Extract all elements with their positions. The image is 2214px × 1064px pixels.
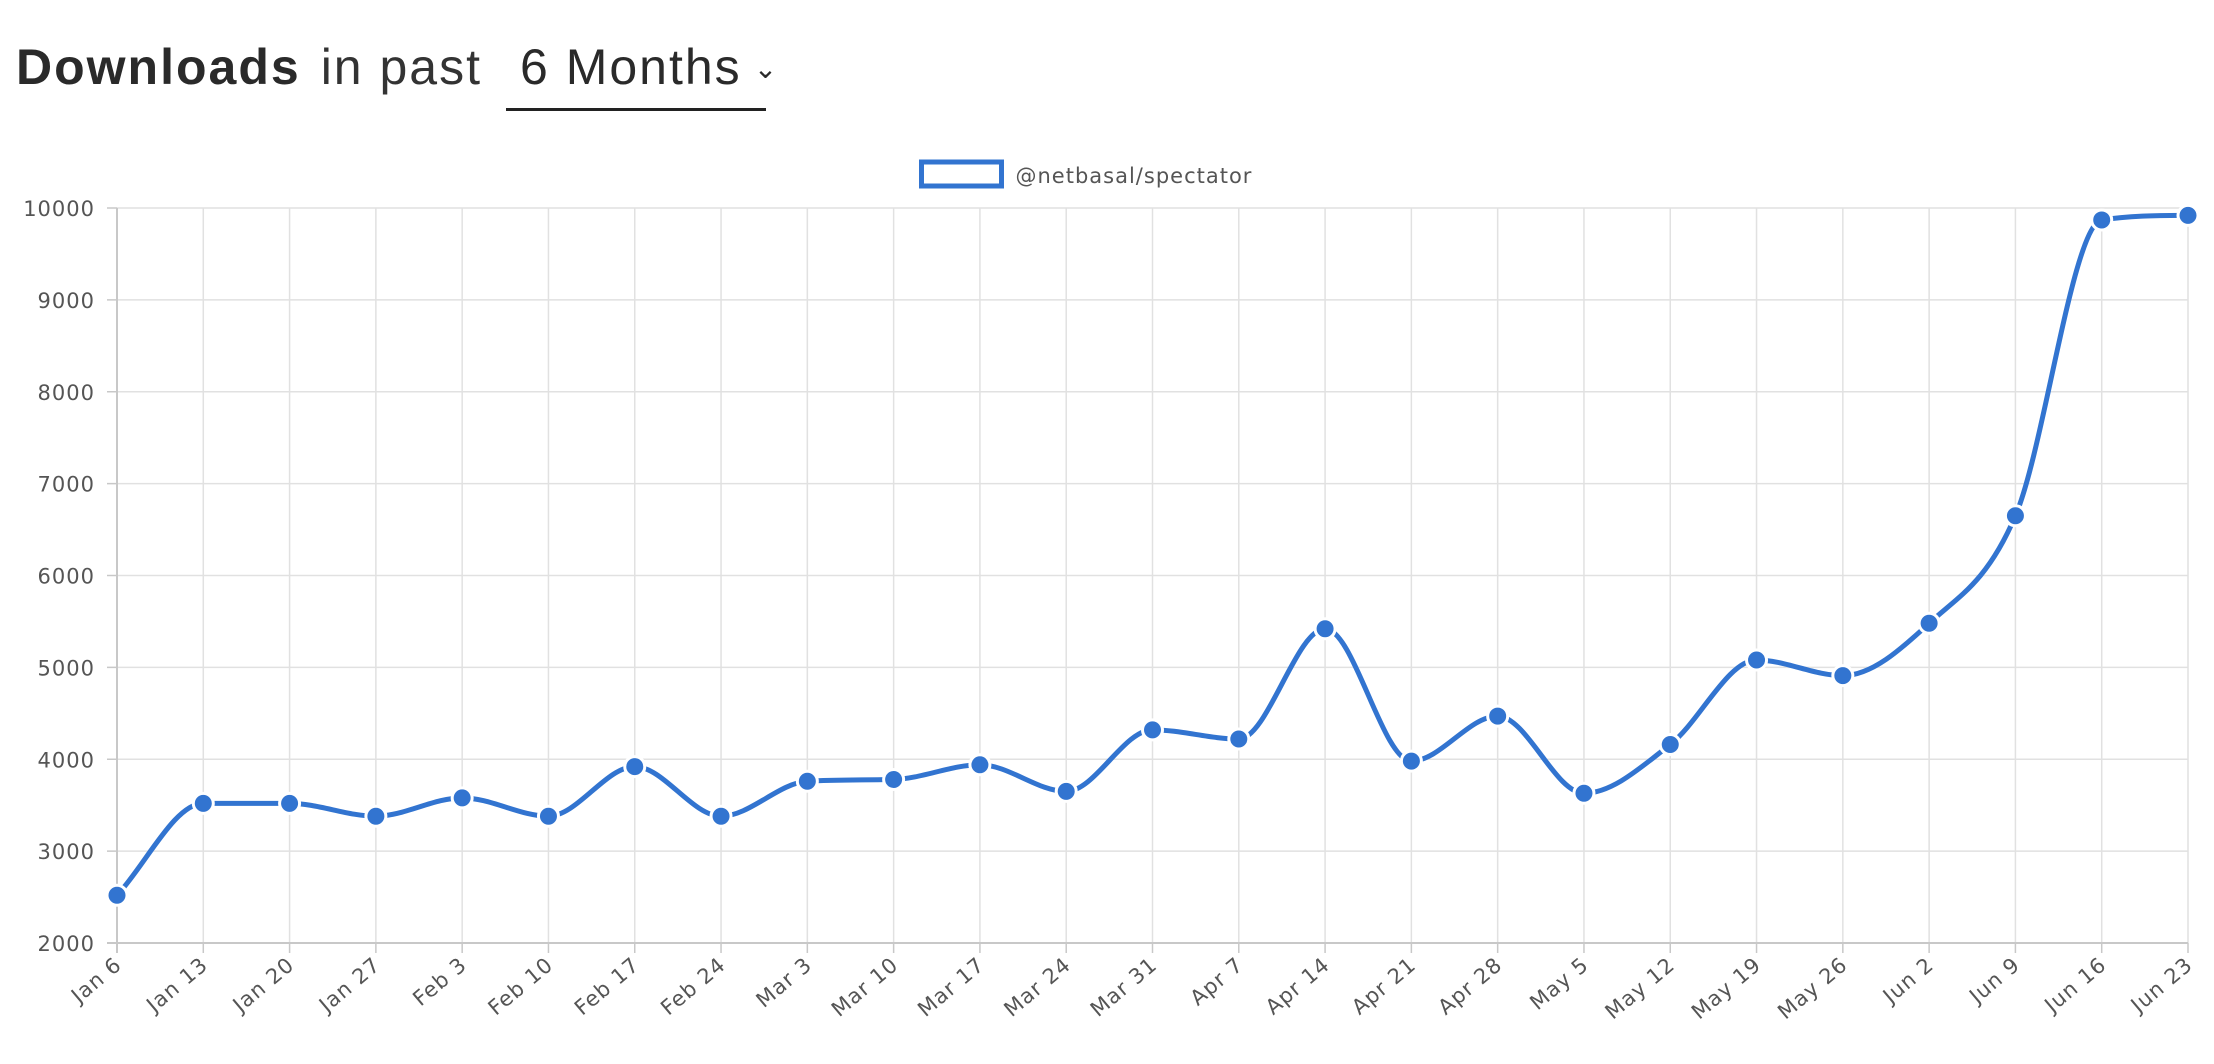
x-tick-label: Apr 14 <box>1261 952 1334 1019</box>
page-title: Downloads <box>16 39 301 95</box>
time-range-value: 6 Months <box>520 39 742 95</box>
data-point[interactable] <box>1399 749 1423 773</box>
x-tick-label: Feb 3 <box>408 952 471 1010</box>
legend-label: @netbasal/spectator <box>1016 164 1253 188</box>
x-tick-label: Jun 16 <box>2039 952 2111 1018</box>
y-tick-label: 7000 <box>38 473 95 497</box>
data-point[interactable] <box>2003 504 2027 528</box>
x-tick-label: May 12 <box>1601 952 1680 1024</box>
data-point[interactable] <box>1227 727 1251 751</box>
data-point[interactable] <box>1658 733 1682 757</box>
data-point[interactable] <box>882 767 906 791</box>
data-point[interactable] <box>1054 779 1078 803</box>
x-tick-label: Jan 27 <box>313 952 385 1018</box>
y-tick-label: 3000 <box>38 840 95 864</box>
data-point[interactable] <box>364 804 388 828</box>
x-tick-label: Jan 6 <box>65 952 126 1009</box>
y-tick-label: 6000 <box>38 565 95 589</box>
y-tick-label: 8000 <box>38 381 95 405</box>
x-tick-label: Apr 28 <box>1433 952 1506 1019</box>
data-point[interactable] <box>623 755 647 779</box>
data-point[interactable] <box>1572 781 1596 805</box>
legend[interactable]: @netbasal/spectator <box>919 159 1253 189</box>
x-tick-label: Mar 31 <box>1086 952 1162 1021</box>
data-point[interactable] <box>709 804 733 828</box>
axes: 2000 3000 4000 5000 6000 7000 8000 9000 10000 Jan… <box>23 197 2197 1024</box>
data-point[interactable] <box>191 791 215 815</box>
x-tick-label: Jun 9 <box>1963 952 2024 1009</box>
data-point[interactable] <box>450 786 474 810</box>
x-tick-label: Jan 13 <box>141 952 213 1018</box>
x-tick-label: Mar 3 <box>752 952 817 1012</box>
legend-swatch <box>919 159 1004 189</box>
data-point[interactable] <box>1486 704 1510 728</box>
x-tick-label: Mar 17 <box>913 952 989 1021</box>
data-point[interactable] <box>795 769 819 793</box>
x-tick-label: May 19 <box>1687 952 1766 1024</box>
data-point[interactable] <box>968 753 992 777</box>
data-point[interactable] <box>1917 611 1941 635</box>
data-point[interactable] <box>2090 208 2114 232</box>
title-suffix: in past <box>320 39 483 95</box>
x-tick-label: Jun 2 <box>1877 952 1938 1009</box>
data-point[interactable] <box>278 791 302 815</box>
time-range-dropdown[interactable]: 6 Months ⌄ <box>506 38 777 111</box>
y-tick-label: 10000 <box>23 197 95 221</box>
x-tick-label: May 5 <box>1525 952 1593 1014</box>
x-tick-label: Mar 10 <box>827 952 903 1021</box>
data-point[interactable] <box>105 883 129 907</box>
x-tick-label: May 26 <box>1773 952 1852 1024</box>
x-tick-label: Feb 10 <box>484 952 558 1020</box>
series-layer <box>105 203 2200 907</box>
x-tick-label: Apr 21 <box>1347 952 1420 1019</box>
x-tick-label: Apr 7 <box>1186 952 1248 1010</box>
y-tick-label: 2000 <box>38 932 95 956</box>
data-point[interactable] <box>1313 617 1337 641</box>
data-point[interactable] <box>1141 718 1164 742</box>
y-tick-label: 4000 <box>38 748 95 772</box>
data-point[interactable] <box>2176 203 2200 227</box>
x-tick-label: Mar 24 <box>999 952 1075 1021</box>
data-point[interactable] <box>536 804 560 828</box>
data-point[interactable] <box>1831 664 1855 688</box>
data-point[interactable] <box>1745 648 1769 672</box>
x-tick-label: Jun 23 <box>2125 952 2197 1018</box>
x-tick-label: Feb 24 <box>656 952 730 1020</box>
x-tick-label: Jan 20 <box>227 952 299 1018</box>
grid-lines <box>116 207 2189 944</box>
chart-header: Downloads in past 6 Months ⌄ <box>16 38 777 111</box>
x-tick-label: Feb 17 <box>570 952 644 1020</box>
y-tick-label: 5000 <box>38 656 95 680</box>
chevron-down-icon: ⌄ <box>753 53 780 84</box>
y-tick-label: 9000 <box>38 289 95 313</box>
